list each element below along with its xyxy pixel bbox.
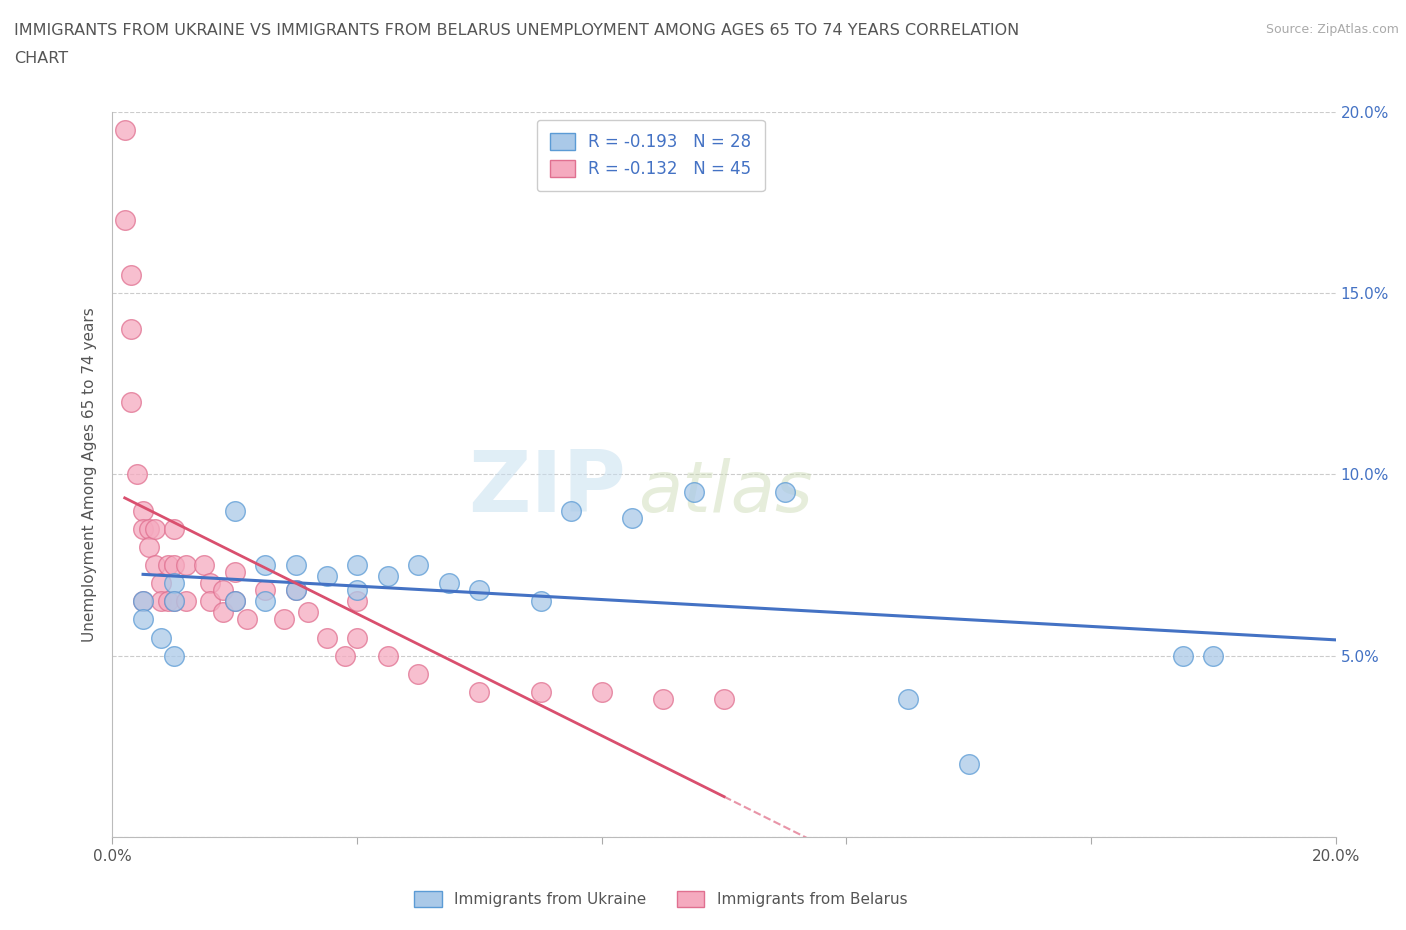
- Point: [273, 612, 295, 627]
- Point: [114, 123, 136, 138]
- Point: [284, 583, 308, 598]
- Point: [437, 576, 460, 591]
- Point: [315, 568, 337, 583]
- Point: [621, 511, 644, 525]
- Point: [138, 539, 160, 554]
- Point: [132, 521, 155, 536]
- Point: [775, 485, 797, 500]
- Point: [1202, 648, 1225, 663]
- Point: [254, 594, 277, 609]
- Point: [150, 631, 173, 645]
- Legend: Immigrants from Ukraine, Immigrants from Belarus: Immigrants from Ukraine, Immigrants from…: [408, 884, 914, 913]
- Point: [224, 565, 246, 579]
- Point: [120, 268, 142, 283]
- Point: [132, 503, 155, 518]
- Point: [560, 503, 582, 518]
- Point: [143, 558, 166, 573]
- Point: [333, 648, 356, 663]
- Point: [114, 213, 136, 228]
- Point: [174, 594, 197, 609]
- Point: [163, 521, 186, 536]
- Point: [530, 684, 553, 699]
- Point: [132, 594, 155, 609]
- Point: [530, 594, 553, 609]
- Point: [211, 604, 233, 619]
- Point: [682, 485, 704, 500]
- Point: [254, 583, 277, 598]
- Point: [224, 594, 246, 609]
- Point: [163, 648, 186, 663]
- Point: [297, 604, 319, 619]
- Point: [156, 594, 179, 609]
- Y-axis label: Unemployment Among Ages 65 to 74 years: Unemployment Among Ages 65 to 74 years: [82, 307, 97, 642]
- Legend: R = -0.193   N = 28, R = -0.132   N = 45: R = -0.193 N = 28, R = -0.132 N = 45: [537, 120, 765, 192]
- Point: [713, 692, 735, 707]
- Point: [163, 558, 186, 573]
- Point: [138, 521, 160, 536]
- Point: [408, 558, 430, 573]
- Point: [1171, 648, 1194, 663]
- Point: [200, 576, 222, 591]
- Point: [254, 558, 277, 573]
- Point: [377, 568, 399, 583]
- Point: [150, 594, 173, 609]
- Point: [408, 666, 430, 681]
- Point: [163, 576, 186, 591]
- Point: [468, 684, 491, 699]
- Point: [132, 594, 155, 609]
- Point: [193, 558, 215, 573]
- Point: [652, 692, 675, 707]
- Point: [174, 558, 197, 573]
- Point: [211, 583, 233, 598]
- Point: [120, 322, 142, 337]
- Point: [591, 684, 613, 699]
- Point: [200, 594, 222, 609]
- Point: [284, 583, 308, 598]
- Point: [897, 692, 920, 707]
- Point: [150, 576, 173, 591]
- Point: [346, 583, 368, 598]
- Point: [163, 594, 186, 609]
- Point: [120, 394, 142, 409]
- Point: [346, 631, 368, 645]
- Point: [132, 612, 155, 627]
- Point: [156, 558, 179, 573]
- Point: [163, 594, 186, 609]
- Point: [143, 521, 166, 536]
- Point: [224, 594, 246, 609]
- Text: IMMIGRANTS FROM UKRAINE VS IMMIGRANTS FROM BELARUS UNEMPLOYMENT AMONG AGES 65 TO: IMMIGRANTS FROM UKRAINE VS IMMIGRANTS FR…: [14, 23, 1019, 38]
- Text: ZIP: ZIP: [468, 447, 626, 530]
- Point: [125, 467, 148, 482]
- Point: [377, 648, 399, 663]
- Text: CHART: CHART: [14, 51, 67, 66]
- Point: [346, 594, 368, 609]
- Point: [284, 558, 308, 573]
- Point: [957, 757, 980, 772]
- Point: [346, 558, 368, 573]
- Text: Source: ZipAtlas.com: Source: ZipAtlas.com: [1265, 23, 1399, 36]
- Point: [224, 503, 246, 518]
- Text: atlas: atlas: [638, 458, 813, 527]
- Point: [315, 631, 337, 645]
- Point: [468, 583, 491, 598]
- Point: [236, 612, 259, 627]
